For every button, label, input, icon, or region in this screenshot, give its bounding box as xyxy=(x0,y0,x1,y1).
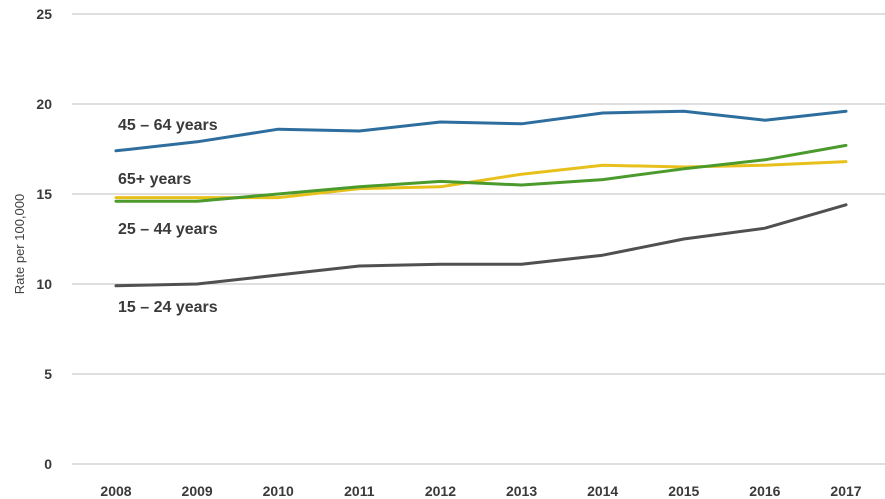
x-tick-label: 2012 xyxy=(425,483,456,499)
series-label-25-44-years: 25 – 44 years xyxy=(118,221,218,238)
data-point-15-24-years xyxy=(763,227,767,230)
series-label-45-64-years: 45 – 64 years xyxy=(118,117,218,134)
gridlines xyxy=(72,13,885,465)
data-point-25-44-years xyxy=(358,185,361,188)
data-point-25-44-years xyxy=(844,144,848,147)
data-point-65plus-years xyxy=(277,196,280,199)
y-tick-label: 0 xyxy=(44,456,52,472)
data-point-45-64-years xyxy=(763,119,767,122)
data-point-25-44-years xyxy=(439,180,442,183)
series-label-65plus-years: 65+ years xyxy=(118,171,192,188)
data-point-15-24-years xyxy=(195,282,199,286)
x-tick-label: 2013 xyxy=(506,483,537,499)
data-point-65plus-years xyxy=(195,196,199,199)
x-tick-label: 2017 xyxy=(830,483,861,499)
x-tick-label: 2010 xyxy=(263,483,294,499)
x-tick-label: 2011 xyxy=(344,483,375,499)
data-point-65plus-years xyxy=(114,196,118,199)
data-point-45-64-years xyxy=(195,140,199,143)
series-labels: 45 – 64 years 65+ years 25 – 44 years 15 – … xyxy=(118,117,218,316)
data-point-25-44-years xyxy=(682,167,685,170)
data-point-45-64-years xyxy=(358,129,361,133)
data-point-15-24-years xyxy=(277,273,280,277)
data-point-25-44-years xyxy=(114,200,118,203)
series-line-15-24-years xyxy=(114,203,848,288)
data-point-45-64-years xyxy=(277,128,280,131)
data-point-25-44-years xyxy=(601,178,604,181)
x-tick-label: 2015 xyxy=(668,483,699,499)
y-tick-label: 5 xyxy=(44,366,52,382)
data-point-15-24-years xyxy=(439,263,442,266)
y-tick-label: 15 xyxy=(36,186,52,202)
data-point-45-64-years xyxy=(439,120,442,124)
series-line-25-44-years xyxy=(114,143,848,203)
data-point-45-64-years xyxy=(601,111,604,115)
x-tick-label: 2016 xyxy=(749,483,780,499)
data-point-15-24-years xyxy=(114,284,118,287)
y-tick-label: 10 xyxy=(36,276,52,292)
series-label-15-24-years: 15 – 24 years xyxy=(118,299,218,316)
series-line-45-64-years xyxy=(114,109,848,153)
data-point-15-24-years xyxy=(682,237,685,241)
data-point-65plus-years xyxy=(844,160,848,163)
x-tick-label: 2014 xyxy=(587,483,618,499)
y-tick-label: 20 xyxy=(36,96,52,112)
y-axis-title: Rate per 100,000 xyxy=(12,194,27,294)
y-tick-label: 25 xyxy=(36,6,52,22)
data-point-65plus-years xyxy=(520,173,523,176)
x-tick-label: 2008 xyxy=(100,483,131,499)
series-lines xyxy=(114,109,848,288)
data-point-25-44-years xyxy=(763,158,767,161)
x-axis-ticks: 2008 2009 2010 2011 2012 2013 2014 2015 2016 2017 xyxy=(100,483,861,499)
data-point-45-64-years xyxy=(844,110,848,113)
data-point-45-64-years xyxy=(114,149,118,152)
x-tick-label: 2009 xyxy=(182,483,213,499)
data-point-15-24-years xyxy=(520,263,523,266)
y-axis-ticks: 0 5 10 15 20 25 xyxy=(36,6,52,472)
data-point-15-24-years xyxy=(601,254,604,257)
data-point-15-24-years xyxy=(844,203,848,206)
data-point-25-44-years xyxy=(195,200,199,203)
data-point-15-24-years xyxy=(358,264,361,268)
data-point-65plus-years xyxy=(439,185,442,188)
data-point-25-44-years xyxy=(277,192,280,196)
data-point-25-44-years xyxy=(520,183,523,187)
data-point-65plus-years xyxy=(601,164,604,167)
data-point-45-64-years xyxy=(682,110,685,113)
series-line-65plus-years xyxy=(114,160,848,200)
data-point-65plus-years xyxy=(763,164,767,167)
data-point-45-64-years xyxy=(520,122,523,126)
